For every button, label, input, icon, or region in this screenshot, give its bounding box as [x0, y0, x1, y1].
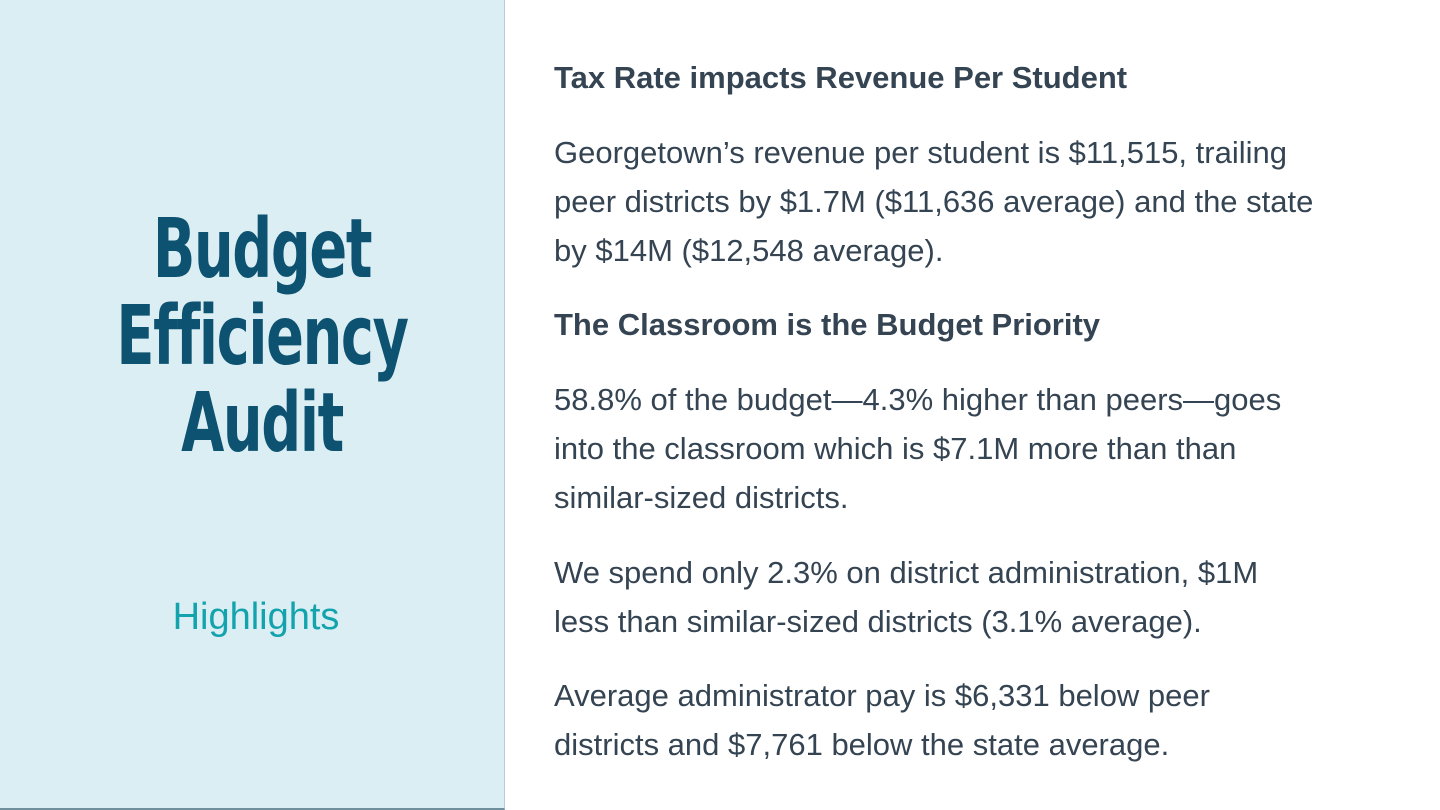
paragraph-line: We spend only 2.3% on district administr… — [554, 555, 1259, 590]
paragraph-line: districts and $7,761 below the state ave… — [554, 727, 1170, 762]
paragraph-line: peer districts by $1.7M ($11,636 average… — [554, 184, 1314, 219]
revenue-paragraph: Georgetown’s revenue per student is $11,… — [554, 128, 1414, 275]
paragraph-line: Georgetown’s revenue per student is $11,… — [554, 135, 1287, 170]
section-heading-classroom: The Classroom is the Budget Priority — [554, 307, 1101, 342]
paragraph-line: similar-sized districts. — [554, 480, 849, 515]
report-title: Budget Efficiency Audit — [84, 206, 440, 467]
section-heading-tax-rate: Tax Rate impacts Revenue Per Student — [554, 60, 1128, 95]
report-subtitle: Highlights — [172, 596, 340, 638]
paragraph-line: by $14M ($12,548 average). — [554, 233, 944, 268]
administration-paragraph: We spend only 2.3% on district administr… — [554, 548, 1414, 646]
report-title-line: Audit — [181, 376, 344, 471]
report-title-line: Efficiency — [116, 289, 409, 384]
paragraph-line: less than similar-sized districts (3.1% … — [554, 604, 1202, 639]
administrator-pay-paragraph: Average administrator pay is $6,331 belo… — [554, 671, 1414, 769]
paragraph-line: Average administrator pay is $6,331 belo… — [554, 678, 1210, 713]
paragraph-line: into the classroom which is $7.1M more t… — [554, 431, 1237, 466]
paragraph-line: 58.8% of the budget—4.3% higher than pee… — [554, 382, 1282, 417]
report-title-line: Budget — [152, 202, 373, 297]
title-panel: Budget Efficiency Audit Highlights — [0, 0, 505, 810]
classroom-paragraph: 58.8% of the budget—4.3% higher than pee… — [554, 375, 1414, 522]
